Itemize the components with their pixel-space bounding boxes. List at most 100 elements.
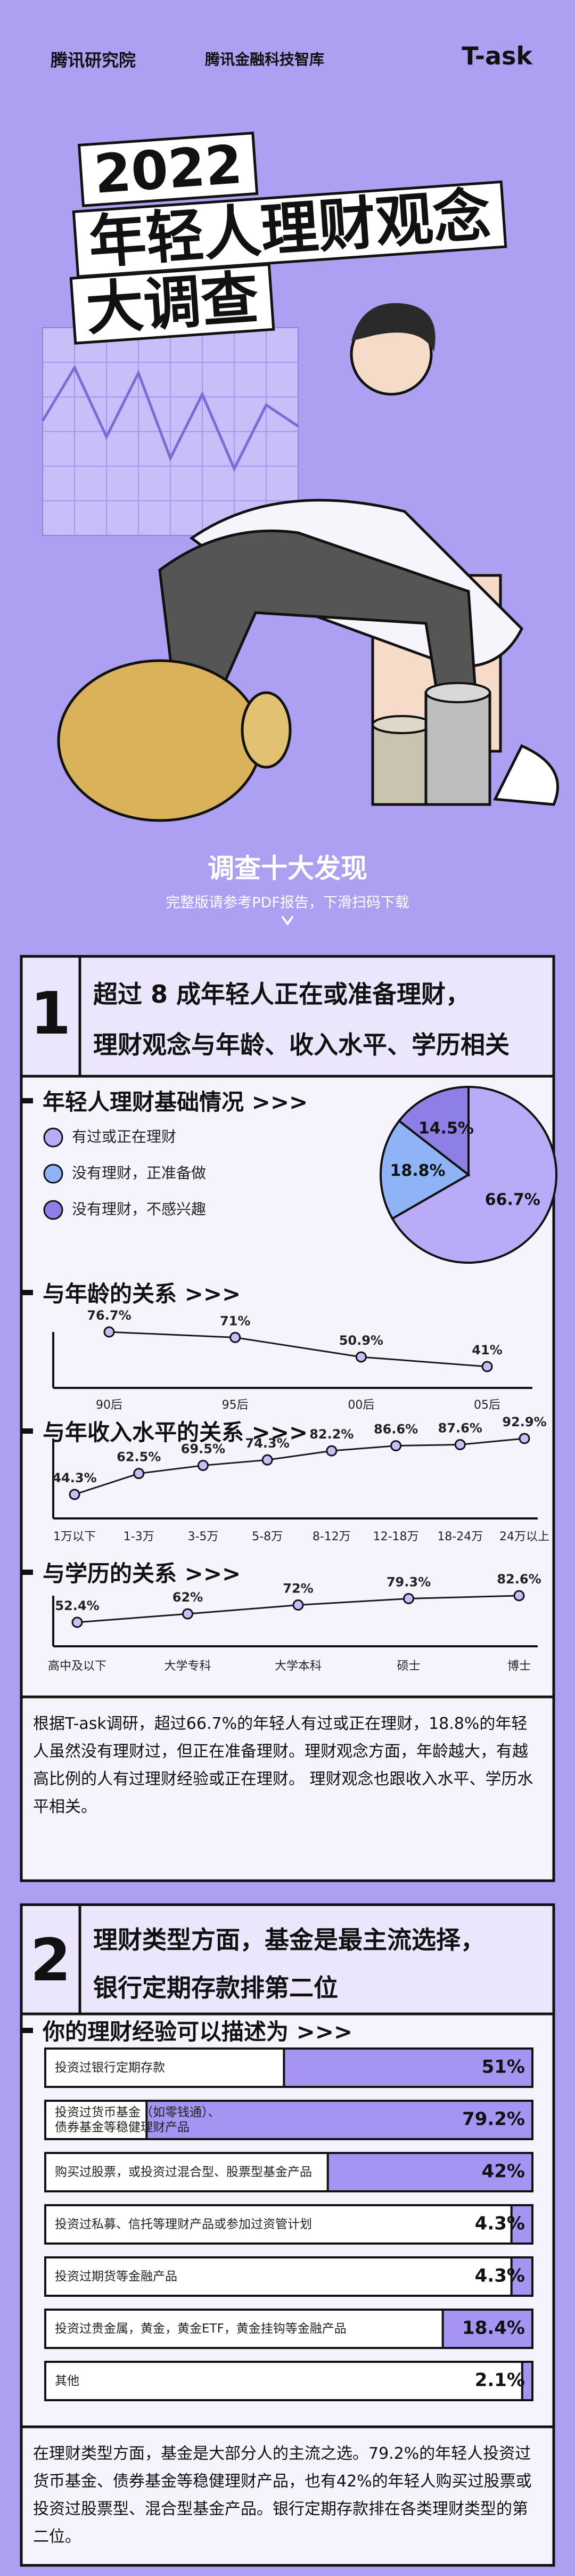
bar	[521, 2361, 533, 2401]
data-label: 82.6%	[497, 1572, 541, 1587]
point	[261, 1454, 273, 1466]
intro-heading: 调查十大发现	[208, 853, 367, 884]
bar	[510, 2204, 534, 2245]
x-tick-label: 博士	[507, 1660, 531, 1673]
x-tick-label: 高中及以下	[48, 1660, 106, 1673]
bar-label: 投资过银行定期存款	[55, 2061, 165, 2075]
section-headline: 银行定期存款排第二位	[93, 1973, 338, 2002]
data-label: 52.4%	[55, 1598, 99, 1613]
pie-slice	[397, 1085, 470, 1177]
data-label: 4.3%	[475, 2265, 525, 2287]
title-line: 大调查	[69, 263, 275, 345]
point	[326, 1445, 338, 1457]
bar-track	[44, 2204, 533, 2245]
x-tick-label: 3-5万	[187, 1530, 218, 1543]
data-label: 86.6%	[374, 1422, 418, 1437]
title-year: 2022	[77, 131, 259, 207]
intro-subtitle: 完整版请参考PDF报告，下滑扫码下载	[166, 895, 409, 911]
data-label: 18.8%	[390, 1161, 445, 1180]
chart-title: 与年龄的关系 >>>	[21, 1276, 241, 1309]
section-headline: 理财观念与年龄、收入水平、学历相关	[93, 1030, 510, 1059]
x-tick-label: 95后	[222, 1399, 249, 1412]
line	[109, 1331, 488, 1368]
chart-title: 与年收入水平的关系 >>>	[21, 1415, 308, 1447]
bar-label: 投资过私募、信托等理财产品或参加过资管计划	[55, 2217, 312, 2231]
legend-label: 没有理财，正准备做	[72, 1164, 206, 1182]
x-tick-label: 24万以上	[499, 1530, 549, 1543]
data-label: 4.3%	[475, 2213, 525, 2234]
point	[197, 1460, 209, 1472]
data-label: 79.3%	[387, 1574, 431, 1589]
x-tick-label: 1-3万	[124, 1530, 154, 1543]
line	[74, 1437, 525, 1496]
section-number: 2	[30, 1926, 71, 1994]
section-headline: 理财类型方面，基金是最主流选择，	[93, 1925, 485, 1954]
section-header	[20, 1903, 555, 2016]
legend-swatch	[43, 1164, 63, 1184]
bar	[510, 2256, 534, 2297]
data-label: 72%	[283, 1581, 313, 1596]
brand: T-ask	[462, 42, 532, 70]
charts: 66.7% 有过或正在理财 18.8% 没有理财，正准备做 14.5% 没有理财，不感兴趣…	[43, 1085, 557, 2401]
data-label: 42%	[482, 2161, 525, 2182]
point	[403, 1592, 414, 1604]
section-number: 1	[30, 979, 71, 1047]
legend-label: 没有理财，不感兴趣	[72, 1200, 206, 1218]
data-label: 41%	[472, 1343, 502, 1358]
bar-label: 投资过贵金属，黄金，黄金ETF，黄金挂钩等金融产品	[55, 2322, 347, 2336]
point	[103, 1326, 115, 1338]
data-label: 50.9%	[339, 1333, 383, 1348]
data-label: 92.9%	[502, 1415, 546, 1429]
data-label: 14.5%	[418, 1119, 474, 1138]
bar-label: 购买过股票，或投资过混合型、股票型基金产品	[55, 2165, 312, 2179]
x-tick-label: 00后	[348, 1399, 374, 1412]
data-label: 62%	[172, 1590, 203, 1605]
chart-title: 年轻人理财基础情况 >>>	[21, 1084, 308, 1117]
bar	[145, 2100, 533, 2140]
bar	[283, 2047, 533, 2088]
x-tick-label: 大学本科	[275, 1660, 322, 1673]
point	[519, 1433, 530, 1444]
pie-slice	[380, 1119, 471, 1220]
point	[513, 1590, 525, 1602]
point	[355, 1351, 367, 1363]
x-tick-label: 8-12万	[313, 1530, 351, 1543]
logo: 腾讯研究院	[51, 50, 136, 70]
data-label: 87.6%	[438, 1420, 482, 1435]
data-label: 82.2%	[309, 1427, 354, 1442]
down-arrow	[281, 915, 294, 926]
point	[390, 1440, 402, 1452]
pie-slice	[391, 1085, 557, 1264]
x-tick-label: 硕士	[397, 1660, 420, 1673]
x-tick-label: 大学专科	[164, 1660, 211, 1673]
x-tick-label: 5-8万	[252, 1530, 283, 1543]
legend-swatch	[43, 1200, 63, 1220]
section-header	[20, 955, 555, 1078]
data-label: 79.2%	[462, 2109, 525, 2130]
point	[454, 1439, 466, 1450]
bar-label: 投资过货币基金（如零钱通）、 债券基金等稳健理财产品	[55, 2106, 220, 2134]
chart-title: 与学历的关系 >>>	[21, 1556, 241, 1588]
legend-label: 有过或正在理财	[72, 1128, 176, 1145]
bar-label: 投资过期货等金融产品	[55, 2270, 177, 2284]
illustration	[41, 303, 559, 822]
paragraph: 在理财类型方面，基金是大部分人的主流之选。79.2%的年轻人投资过货币基金、债券…	[33, 2444, 532, 2546]
bar-track	[44, 2361, 533, 2401]
x-tick-label: 1万以下	[53, 1530, 96, 1543]
x-tick-label: 05后	[474, 1399, 500, 1412]
data-label: 76.7%	[87, 1308, 131, 1323]
point	[71, 1616, 83, 1628]
data-label: 51%	[482, 2057, 525, 2078]
paragraph: 根据T-ask调研，超过66.7%的年轻人有过或正在理财，18.8%的年轻人虽然…	[33, 1714, 533, 1816]
bar	[326, 2152, 533, 2192]
data-label: 44.3%	[52, 1470, 96, 1485]
x-tick-label: 18-24万	[437, 1530, 483, 1543]
section-headline: 超过 8 成年轻人正在或准备理财，	[93, 980, 471, 1009]
data-label: 62.5%	[117, 1450, 161, 1465]
legend-swatch	[43, 1127, 63, 1148]
data-label: 71%	[220, 1313, 250, 1328]
x-tick-label: 90后	[96, 1399, 122, 1412]
data-label: 66.7%	[485, 1190, 540, 1209]
point	[182, 1608, 193, 1620]
